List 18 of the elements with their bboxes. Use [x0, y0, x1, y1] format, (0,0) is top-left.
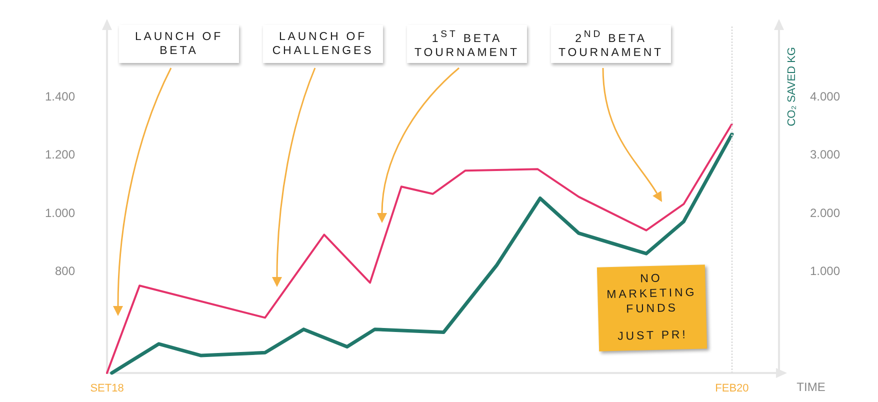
- y2-tick-label: 1.000: [810, 264, 840, 278]
- x-tick-label: FEB20: [715, 382, 749, 394]
- annotation: NO MARKETING FUNDS: [606, 272, 698, 318]
- x-tick-label: SET18: [90, 382, 124, 394]
- y-tick-label: 1.400: [44, 89, 76, 104]
- y-tick-label: 800: [54, 264, 76, 278]
- y2-tick-label: 2.000: [810, 206, 840, 220]
- y2-tick-label: 3.000: [810, 148, 840, 162]
- annotation: LAUNCH OF CHALLENGES: [271, 30, 375, 58]
- annotation: JUST PR!: [618, 328, 688, 345]
- y-tick-label: 1.000: [44, 206, 76, 220]
- y-tick-label: 1.200: [44, 148, 76, 162]
- y2-tick-label: 4.000: [810, 89, 840, 104]
- annotation: LAUNCH OF BETA: [134, 30, 224, 58]
- annotation: 2$^{ND}$ BETA TOURNAMENT: [558, 28, 664, 60]
- y2-axis-title: CO₂ SAVED KG: [786, 47, 798, 126]
- annotation: 1$^{ST}$ BETA TOURNAMENT: [414, 28, 520, 60]
- x-axis-title: TIME: [796, 380, 826, 394]
